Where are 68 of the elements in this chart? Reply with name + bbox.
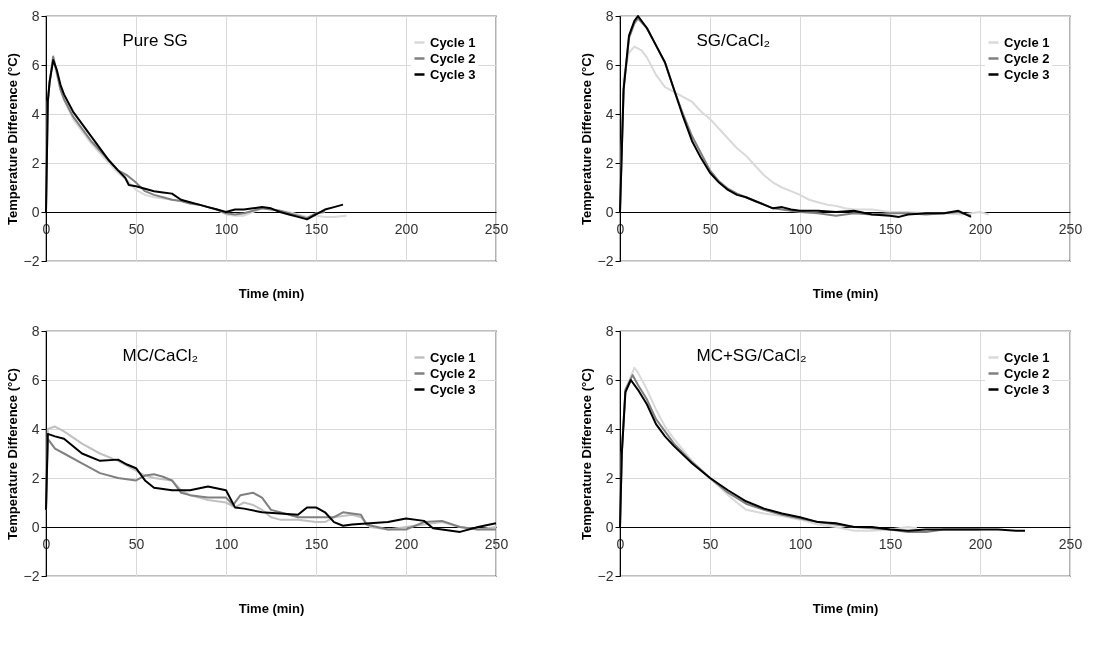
x-tick-label: 150 (878, 220, 903, 237)
x-tick-label: 250 (484, 220, 509, 237)
y-tick-label: 8 (605, 7, 614, 24)
x-tick-label: 100 (788, 535, 813, 552)
text: MC/CaCl₂ (122, 345, 199, 365)
x-tick-label: 250 (1058, 220, 1083, 237)
y-axis-title: Temperature Difference (°C) (4, 53, 20, 225)
y-tick-label: 2 (31, 469, 40, 486)
legend-label: Cycle 2 (430, 365, 476, 381)
y-tick-label: −2 (23, 252, 40, 269)
y-tick-label: 0 (31, 518, 40, 535)
y-axis-title: Temperature Difference (°C) (578, 53, 594, 225)
x-tick-label: 200 (394, 220, 419, 237)
legend-label: Cycle 1 (430, 349, 476, 365)
y-tick-label: −2 (23, 567, 40, 584)
x-tick-label: 100 (788, 220, 813, 237)
y-tick-label: 6 (31, 371, 40, 388)
y-axis-title: Temperature Difference (°C) (578, 368, 594, 540)
legend-label: Cycle 2 (1004, 50, 1050, 66)
x-axis-title: Time (min) (812, 285, 879, 301)
x-tick-label: 100 (214, 220, 239, 237)
y-tick-label: −2 (597, 252, 614, 269)
y-tick-label: 8 (31, 7, 40, 24)
y-tick-label: 2 (605, 154, 614, 171)
y-axis-title: Temperature Difference (°C) (4, 368, 20, 540)
y-tick-label: 8 (31, 322, 40, 339)
x-tick-label: 50 (128, 535, 145, 552)
x-tick-label: 250 (484, 535, 509, 552)
legend-label: Cycle 2 (1004, 365, 1050, 381)
x-tick-label: 150 (304, 220, 329, 237)
legend-label: Cycle 2 (430, 50, 476, 66)
legend-label: Cycle 1 (1004, 349, 1050, 365)
x-axis-title: Time (min) (238, 600, 305, 616)
legend-label: Cycle 1 (430, 34, 476, 50)
x-tick-label: 100 (214, 535, 239, 552)
text: SG/CaCl₂ (696, 30, 771, 50)
y-tick-label: 4 (31, 420, 40, 437)
y-tick-label: 0 (31, 203, 40, 220)
x-tick-label: 200 (968, 220, 993, 237)
x-tick-label: 50 (702, 535, 719, 552)
y-tick-label: 2 (31, 154, 40, 171)
x-axis-title: Time (min) (238, 285, 305, 301)
x-tick-label: 200 (394, 535, 419, 552)
x-tick-label: 200 (968, 535, 993, 552)
y-tick-label: 6 (31, 56, 40, 73)
text: MC+SG/CaCl₂ (696, 345, 807, 365)
legend-label: Cycle 3 (430, 381, 476, 397)
y-tick-label: 2 (605, 469, 614, 486)
x-tick-label: 250 (1058, 535, 1083, 552)
x-tick-label: 150 (878, 535, 903, 552)
legend-label: Cycle 1 (1004, 34, 1050, 50)
y-tick-label: 8 (605, 322, 614, 339)
y-tick-label: 4 (605, 420, 614, 437)
legend-label: Cycle 3 (1004, 381, 1050, 397)
x-tick-label: 50 (702, 220, 719, 237)
x-tick-label: 50 (128, 220, 145, 237)
y-tick-label: 6 (605, 371, 614, 388)
y-tick-label: 0 (605, 518, 614, 535)
y-tick-label: 4 (31, 105, 40, 122)
legend-label: Cycle 3 (430, 66, 476, 82)
legend-label: Cycle 3 (1004, 66, 1050, 82)
y-tick-label: 0 (605, 203, 614, 220)
x-axis-title: Time (min) (812, 600, 879, 616)
y-tick-label: 4 (605, 105, 614, 122)
y-tick-label: 6 (605, 56, 614, 73)
y-tick-label: −2 (597, 567, 614, 584)
x-tick-label: 150 (304, 535, 329, 552)
text: Pure SG (122, 30, 188, 50)
